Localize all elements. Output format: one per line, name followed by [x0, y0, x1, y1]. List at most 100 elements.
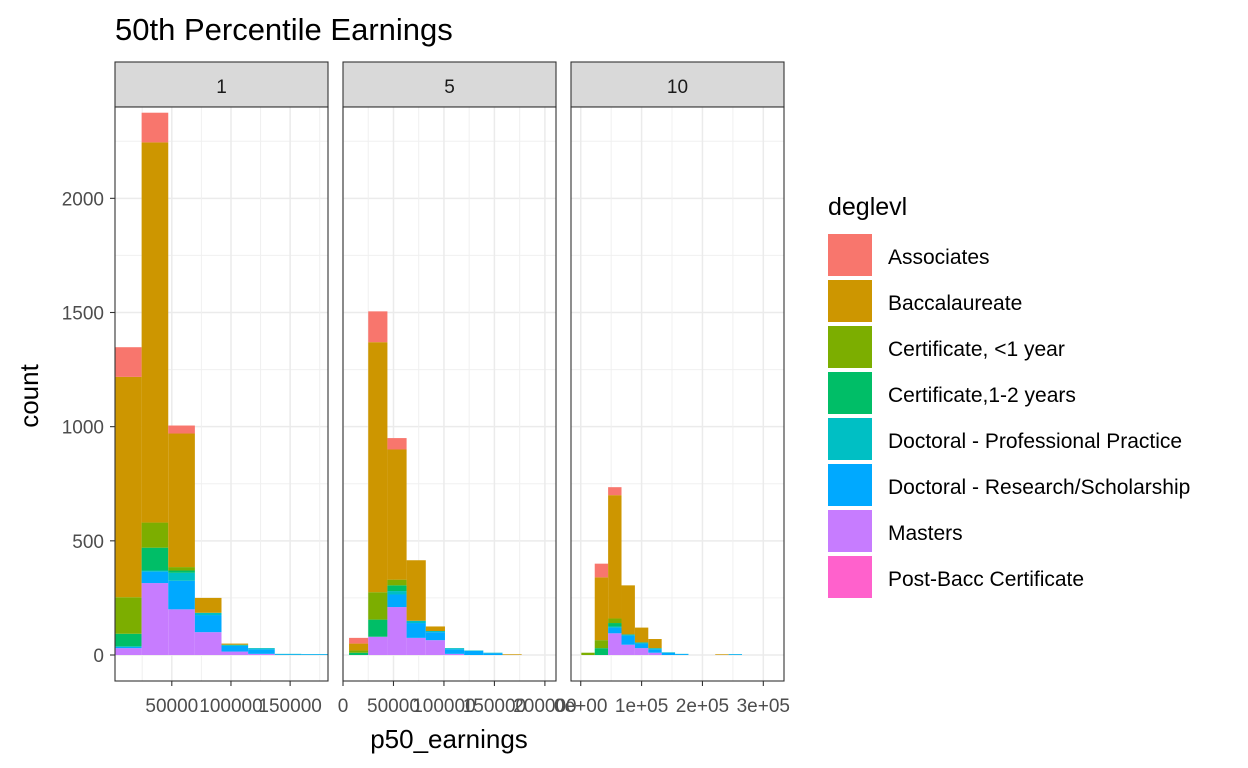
bar-segment-baccalaureate [594, 577, 609, 641]
x-tick-label: 150000 [258, 696, 321, 717]
bar-segment-baccalaureate [168, 433, 195, 568]
legend-label: Doctoral - Professional Practice [888, 430, 1182, 453]
bar-segment-certificate-1-year [115, 597, 142, 634]
bar-segment-certificate-1-2-years [349, 652, 369, 655]
bar-segment-baccalaureate [634, 627, 649, 643]
bar-segment-doctoral-professional-practice [194, 612, 222, 616]
bar-segment-certificate-1-year [168, 567, 195, 571]
bar-segment-doctoral-research-scholarship [661, 652, 676, 655]
x-tick-label: 1e+05 [615, 696, 668, 717]
bar-segment-baccalaureate [715, 654, 729, 655]
y-tick-label: 1000 [62, 418, 104, 439]
bar-segment-doctoral-research-scholarship [221, 645, 249, 652]
bar-segment-certificate-1-year [141, 522, 169, 548]
bar-segment-doctoral-research-scholarship [728, 654, 743, 655]
bar-segment-doctoral-research-scholarship [194, 615, 222, 633]
bar-segment-doctoral-professional-practice [168, 572, 195, 581]
bar-segment-certificate-1-2-years [608, 623, 622, 627]
bar-segment-doctoral-research-scholarship [301, 654, 328, 655]
bar-segment-certificate-1-year [387, 579, 407, 586]
legend-label: Associates [888, 246, 990, 269]
legend-key-associates [828, 234, 872, 276]
legend: deglevl Associates Baccalaureate Certifica… [828, 193, 1190, 598]
bar-segment-doctoral-research-scholarship [608, 627, 622, 634]
legend-key-doctoral-professional-practice [828, 418, 872, 460]
x-tick-label: 150000 [463, 696, 526, 717]
bar-segment-associates [168, 425, 195, 434]
bar-segment-masters [194, 632, 222, 655]
bar-segment-masters [248, 653, 275, 655]
legend-key-doctoral-research-scholarship [828, 464, 872, 506]
bar-segment-doctoral-professional-practice [425, 631, 445, 633]
bar-segment-doctoral-research-scholarship [444, 649, 465, 654]
bar-segment-certificate-1-2-years [141, 547, 169, 571]
bar-segment-certificate-1-year [594, 640, 609, 649]
bar-segment-doctoral-research-scholarship [115, 647, 142, 649]
bar-segment-masters [168, 609, 195, 655]
bar-segment-associates [368, 311, 388, 343]
y-tick-label: 0 [93, 646, 104, 667]
bar-segment-baccalaureate [425, 626, 445, 632]
bar-segment-baccalaureate [115, 376, 142, 598]
bar-segment-doctoral-professional-practice [387, 591, 407, 595]
bar-segment-baccalaureate [387, 449, 407, 580]
bar-segment-doctoral-professional-practice [115, 646, 142, 648]
bar-segment-doctoral-professional-practice [444, 648, 465, 650]
bar-segment-masters [221, 651, 249, 655]
facet-strip [570, 61, 785, 108]
bar-segment-masters [444, 653, 465, 655]
legend-key-masters [828, 510, 872, 552]
facet-strip [114, 61, 329, 108]
panel-border [570, 106, 785, 682]
x-tick-label: 200000 [513, 696, 576, 717]
chart-title: 50th Percentile Earnings [115, 12, 453, 47]
bar-segment-certificate-1-2-years [594, 648, 609, 655]
bar-segment-doctoral-professional-practice [634, 642, 649, 644]
legend-label: Certificate,1-2 years [888, 384, 1076, 407]
bar-segment-doctoral-research-scholarship [248, 649, 275, 654]
bar-segment-masters [368, 636, 388, 655]
x-tick-label: 100000 [199, 696, 262, 717]
bar-segment-certificate-1-2-years [115, 633, 142, 647]
bar-segment-certificate-1-2-years [368, 619, 388, 637]
legend-label: Certificate, <1 year [888, 338, 1065, 361]
bars [115, 112, 328, 655]
bar-segment-certificate-1-2-years [168, 570, 195, 573]
bar-segment-doctoral-research-scholarship [483, 653, 503, 655]
legend-label: Post-Bacc Certificate [888, 568, 1084, 591]
bar-segment-associates [594, 563, 609, 578]
legend-label: Doctoral - Research/Scholarship [888, 476, 1190, 499]
bar-segment-doctoral-research-scholarship [387, 594, 407, 608]
bar-segment-associates [141, 112, 169, 143]
bars [581, 487, 743, 655]
bar-segment-certificate-1-year [349, 650, 369, 653]
bar-segment-doctoral-research-scholarship [406, 623, 426, 638]
y-tick-label: 1500 [62, 304, 104, 325]
bar-segment-doctoral-professional-practice [221, 644, 249, 646]
bar-segment-baccalaureate [194, 597, 222, 613]
bar-segment-doctoral-research-scholarship [425, 632, 445, 641]
bar-segment-baccalaureate [368, 342, 388, 593]
bar-segment-certificate-1-year [608, 618, 622, 624]
bar-segment-doctoral-professional-practice [608, 626, 622, 628]
panel-border [114, 106, 329, 682]
legend-label: Baccalaureate [888, 292, 1022, 315]
facet-strip-label: 5 [444, 77, 455, 98]
facet-strip [342, 61, 557, 108]
legend-items: Associates Baccalaureate Certificate, <1 y… [828, 234, 1190, 598]
bar-segment-masters [141, 583, 169, 655]
facet-strip-label: 1 [216, 77, 227, 98]
x-axis-title: p50_earnings [370, 724, 528, 754]
bar-segment-certificate-1-year [368, 592, 388, 620]
bar-segment-associates [349, 637, 369, 644]
facet-panel-10: 10 0e+00 1e+05 2e+05 3e+05 [554, 61, 790, 717]
bar-segment-doctoral-professional-practice [406, 620, 426, 624]
bar-segment-doctoral-research-scholarship [634, 643, 649, 649]
legend-key-post-bacc-certificate [828, 556, 872, 598]
bar-segment-doctoral-research-scholarship [274, 654, 302, 655]
y-axis: 0 500 1000 1500 2000 [62, 189, 115, 667]
bar-segment-associates [608, 487, 622, 496]
bar-segment-masters [634, 648, 649, 655]
